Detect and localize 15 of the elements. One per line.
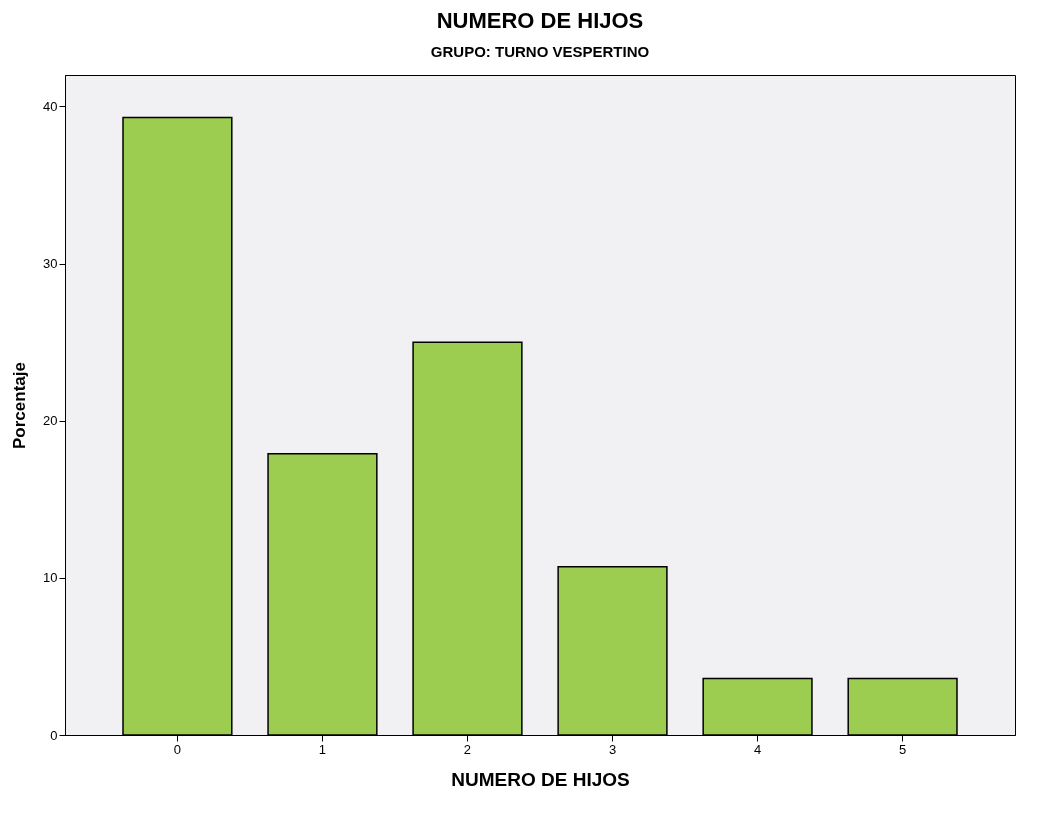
y-tick-label: 20 <box>43 413 58 429</box>
x-tick-label: 5 <box>898 741 907 757</box>
x-tick-label: 0 <box>173 741 182 757</box>
y-tick-label: 0 <box>50 727 58 743</box>
chart-title: NUMERO DE HIJOS <box>436 8 644 33</box>
x-tick-label: 2 <box>463 741 472 757</box>
y-tick-label: 30 <box>43 256 58 272</box>
y-tick-label: 40 <box>43 98 58 114</box>
x-axis-title: NUMERO DE HIJOS <box>451 768 630 790</box>
x-tick-label: 1 <box>318 741 327 757</box>
y-tick-label: 10 <box>43 570 58 586</box>
y-axis-title: Porcentaje <box>10 362 30 449</box>
x-tick-label: 4 <box>753 741 762 757</box>
x-tick-label: 3 <box>608 741 617 757</box>
chart-subtitle: GRUPO: TURNO VESPERTINO <box>430 43 650 60</box>
